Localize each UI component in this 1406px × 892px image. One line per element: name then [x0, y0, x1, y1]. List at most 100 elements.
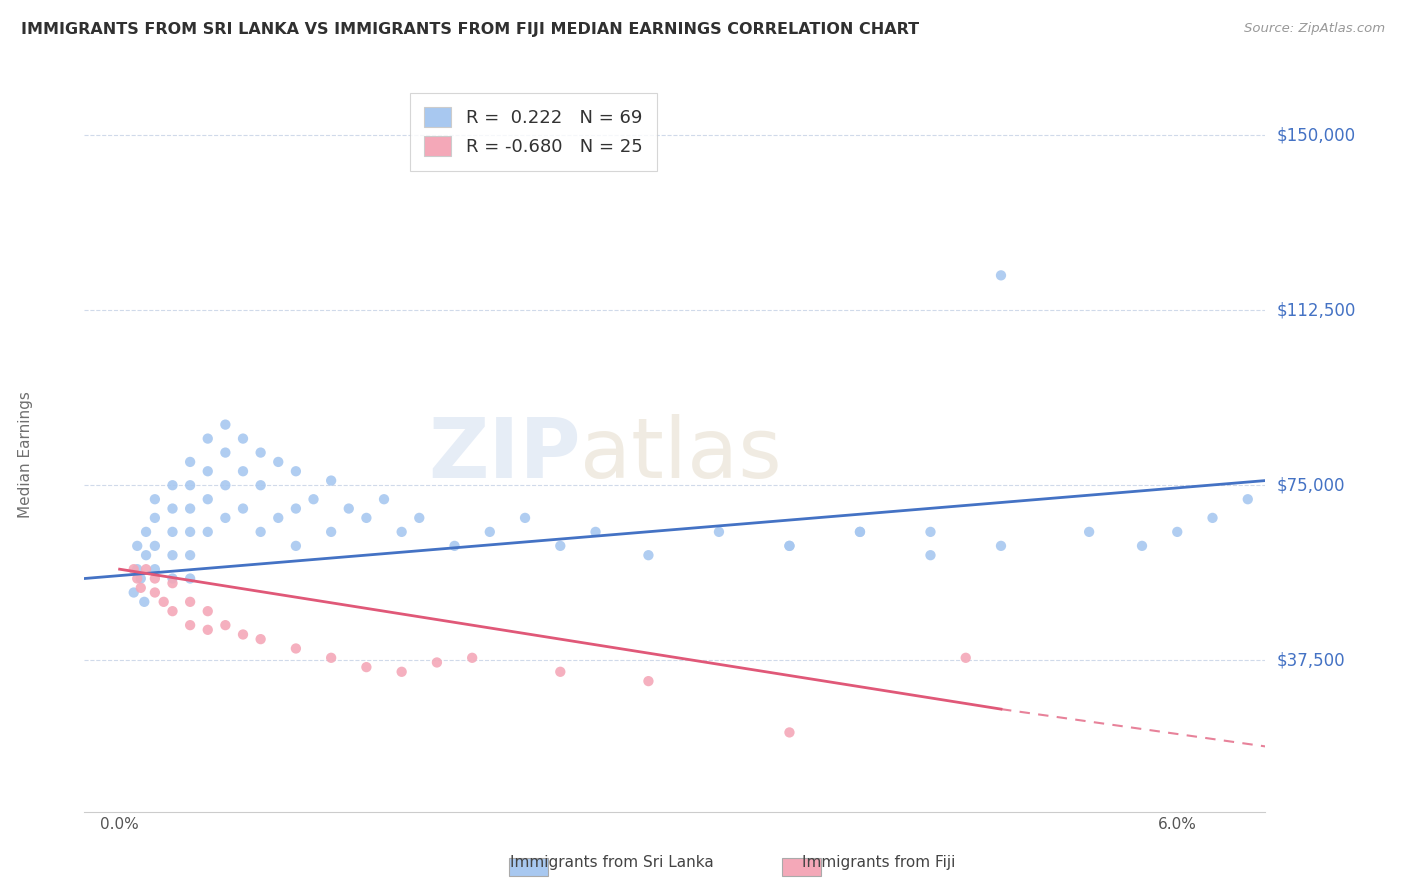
Point	[143, 562, 166, 576]
Point	[152, 595, 174, 609]
Point	[267, 511, 290, 525]
Point	[550, 539, 572, 553]
Point	[179, 618, 201, 632]
Point	[461, 650, 484, 665]
Point	[122, 562, 145, 576]
Text: $112,500: $112,500	[1277, 301, 1355, 319]
Text: Median Earnings: Median Earnings	[18, 392, 32, 518]
Point	[214, 618, 236, 632]
Point	[179, 595, 201, 609]
Point	[249, 445, 271, 459]
Point	[179, 455, 201, 469]
Text: Source: ZipAtlas.com: Source: ZipAtlas.com	[1244, 22, 1385, 36]
Point	[162, 572, 184, 586]
Point	[637, 548, 659, 562]
Point	[920, 548, 942, 562]
Text: $75,000: $75,000	[1277, 476, 1346, 494]
Point	[408, 511, 430, 525]
Point	[232, 464, 254, 478]
Point	[426, 656, 449, 670]
Point	[122, 585, 145, 599]
Point	[214, 445, 236, 459]
Point	[302, 492, 325, 507]
Point	[162, 604, 184, 618]
Point	[478, 524, 501, 539]
Point	[127, 539, 149, 553]
Text: ZIP: ZIP	[427, 415, 581, 495]
Text: Immigrants from Fiji: Immigrants from Fiji	[801, 855, 956, 870]
Text: $150,000: $150,000	[1277, 127, 1355, 145]
Point	[849, 524, 872, 539]
Point	[143, 539, 166, 553]
Point	[391, 524, 413, 539]
Point	[162, 478, 184, 492]
Point	[197, 492, 219, 507]
Point	[232, 627, 254, 641]
Point	[232, 501, 254, 516]
Point	[249, 478, 271, 492]
Point	[778, 539, 800, 553]
Point	[135, 524, 157, 539]
Point	[356, 511, 378, 525]
Point	[135, 562, 157, 576]
Point	[284, 501, 307, 516]
Point	[214, 417, 236, 432]
Point	[197, 623, 219, 637]
Point	[1130, 539, 1153, 553]
Point	[134, 595, 156, 609]
Point	[284, 641, 307, 656]
Point	[321, 474, 343, 488]
Point	[920, 524, 942, 539]
Point	[179, 501, 201, 516]
Point	[179, 478, 201, 492]
Point	[214, 511, 236, 525]
Text: $37,500: $37,500	[1277, 651, 1346, 669]
Text: Immigrants from Sri Lanka: Immigrants from Sri Lanka	[510, 855, 713, 870]
Point	[284, 539, 307, 553]
Point	[197, 432, 219, 446]
Point	[585, 524, 607, 539]
Text: atlas: atlas	[581, 415, 782, 495]
Point	[356, 660, 378, 674]
Point	[162, 576, 184, 591]
Point	[337, 501, 360, 516]
Point	[179, 548, 201, 562]
Point	[637, 674, 659, 689]
Text: IMMIGRANTS FROM SRI LANKA VS IMMIGRANTS FROM FIJI MEDIAN EARNINGS CORRELATION CH: IMMIGRANTS FROM SRI LANKA VS IMMIGRANTS …	[21, 22, 920, 37]
Point	[197, 524, 219, 539]
Point	[129, 581, 152, 595]
Point	[127, 562, 149, 576]
Point	[232, 432, 254, 446]
Point	[955, 650, 977, 665]
Point	[135, 548, 157, 562]
Point	[162, 548, 184, 562]
Point	[1201, 511, 1223, 525]
Point	[1236, 492, 1258, 507]
Point	[284, 464, 307, 478]
Point	[249, 632, 271, 647]
Point	[143, 585, 166, 599]
Point	[1078, 524, 1101, 539]
Point	[321, 650, 343, 665]
Point	[143, 492, 166, 507]
Point	[127, 572, 149, 586]
Point	[443, 539, 465, 553]
Point	[707, 524, 730, 539]
Point	[179, 524, 201, 539]
Point	[513, 511, 536, 525]
Point	[849, 524, 872, 539]
Point	[267, 455, 290, 469]
Point	[778, 539, 800, 553]
Point	[990, 268, 1012, 283]
Point	[197, 604, 219, 618]
Point	[197, 464, 219, 478]
Point	[373, 492, 395, 507]
Point	[162, 501, 184, 516]
Point	[214, 478, 236, 492]
Point	[179, 572, 201, 586]
Point	[249, 524, 271, 539]
Point	[143, 511, 166, 525]
Point	[550, 665, 572, 679]
Point	[129, 572, 152, 586]
Legend: R =  0.222   N = 69, R = -0.680   N = 25: R = 0.222 N = 69, R = -0.680 N = 25	[409, 93, 657, 170]
